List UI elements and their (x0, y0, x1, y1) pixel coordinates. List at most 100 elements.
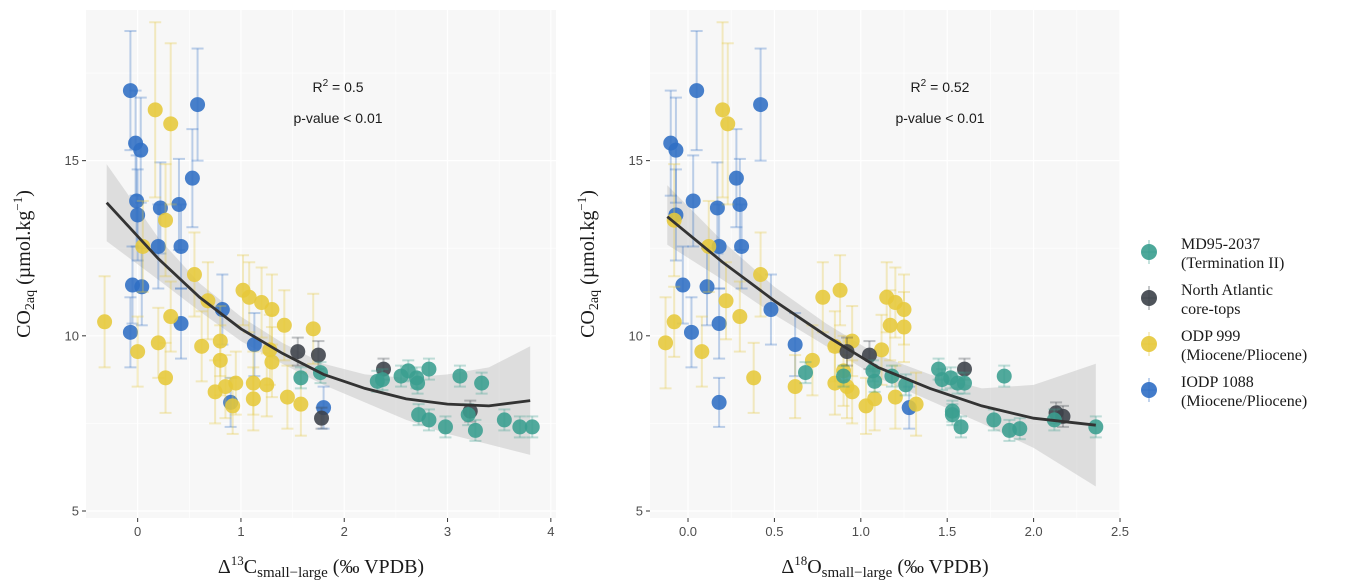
data-point (1088, 419, 1104, 435)
data-point (685, 193, 701, 209)
data-point (200, 293, 216, 309)
data-point (675, 277, 691, 293)
data-point (732, 196, 748, 212)
legend-key (1141, 382, 1157, 398)
data-point (276, 317, 292, 333)
confidence-ribbon (667, 185, 1096, 487)
data-point (173, 238, 189, 254)
data-point (158, 212, 174, 228)
data-point (150, 335, 166, 351)
x-tick-label: 2.0 (1025, 524, 1043, 539)
r-squared-label: R2 = 0.5 (312, 78, 363, 95)
data-point (715, 102, 731, 118)
p-value-label: p-value < 0.01 (895, 110, 984, 126)
y-axis-title: CO2aq (µmol.kg−1) (10, 190, 38, 338)
data-point (134, 279, 150, 295)
data-point (241, 289, 257, 305)
data-point (158, 370, 174, 386)
data-point (133, 142, 149, 158)
legend-key (1141, 290, 1157, 306)
data-point (1012, 421, 1028, 437)
legend-item: North Atlantic core-tops (1141, 282, 1273, 318)
data-point (184, 170, 200, 186)
data-point (212, 333, 228, 349)
legend-item: ODP 999 (Miocene/Pliocene) (1141, 328, 1307, 364)
data-point (512, 419, 528, 435)
data-point (194, 338, 210, 354)
data-point (720, 116, 736, 132)
data-point (882, 317, 898, 333)
data-point (844, 384, 860, 400)
y-tick-label: 5 (72, 503, 79, 518)
data-point (683, 324, 699, 340)
data-point (207, 384, 223, 400)
data-point (836, 368, 852, 384)
legend-label: MD95-2037 (1181, 236, 1260, 253)
y-tick-label: 15 (65, 153, 79, 168)
fit-line (666, 215, 1096, 427)
y-tick-label: 10 (65, 328, 79, 343)
series-odp-999 (658, 21, 924, 437)
y-axis-title: CO2aq (µmol.kg−1) (574, 190, 602, 338)
legend-key (1141, 336, 1157, 352)
data-point (701, 238, 717, 254)
fit-line (105, 201, 531, 408)
x-tick-label: 4 (547, 524, 554, 539)
x-axis-title: Δ13Csmall−large (‰ VPDB) (218, 553, 424, 580)
data-point (728, 170, 744, 186)
data-point (460, 407, 476, 423)
panel-2: 0.0 0.5 1.0 1.5 2.0 2.5 5 10 15 Δ18Osmall−large (… (574, 10, 1129, 580)
data-point (225, 398, 241, 414)
legend-label: (Miocene/Pliocene) (1181, 393, 1307, 410)
x-tick-label: 0.0 (679, 524, 697, 539)
data-point (290, 344, 306, 360)
legend-key (1141, 244, 1157, 260)
data-point (97, 314, 113, 330)
data-point (986, 412, 1002, 428)
legend-item: MD95-2037 (Termination II) (1141, 236, 1284, 272)
legend-item: IODP 1088 (Miocene/Pliocene) (1141, 374, 1307, 410)
x-axis: 0 1 2 3 4 (134, 518, 554, 539)
data-point (832, 282, 848, 298)
data-point (245, 391, 261, 407)
series-md95-2037 (798, 357, 1104, 442)
data-point (122, 324, 138, 340)
data-point (804, 352, 820, 368)
data-point (956, 375, 972, 391)
x-tick-label: 1.5 (938, 524, 956, 539)
data-point (262, 342, 278, 358)
data-point (524, 419, 540, 435)
data-point (474, 375, 490, 391)
legend-label: (Termination II) (1181, 255, 1284, 272)
data-point (279, 389, 295, 405)
data-point (753, 97, 769, 113)
legend: MD95-2037 (Termination II) North Atlantic c… (1141, 236, 1307, 410)
data-point (264, 354, 280, 370)
x-tick-label: 1.0 (852, 524, 870, 539)
panel-1: 0 1 2 3 4 5 10 15 Δ13Csmall−large (‰ VPDB) CO2aq … (10, 10, 556, 580)
data-point (996, 368, 1012, 384)
data-point (956, 361, 972, 377)
data-point (421, 361, 437, 377)
data-point (944, 407, 960, 423)
p-value-label: p-value < 0.01 (293, 110, 382, 126)
data-point (787, 379, 803, 395)
x-axis-title: Δ18Osmall−large (‰ VPDB) (781, 553, 988, 580)
data-point (763, 302, 779, 318)
data-point (129, 193, 145, 209)
data-point (815, 289, 831, 305)
data-point (186, 267, 202, 283)
data-point (122, 83, 138, 99)
data-point (908, 396, 924, 412)
data-point (711, 238, 727, 254)
data-point (305, 321, 321, 337)
legend-label: North Atlantic (1181, 282, 1273, 299)
data-point (732, 309, 748, 325)
x-tick-label: 2.5 (1111, 524, 1129, 539)
y-tick-label: 10 (629, 328, 643, 343)
data-point (896, 319, 912, 335)
data-point (839, 344, 855, 360)
data-point (452, 368, 468, 384)
data-point (666, 314, 682, 330)
